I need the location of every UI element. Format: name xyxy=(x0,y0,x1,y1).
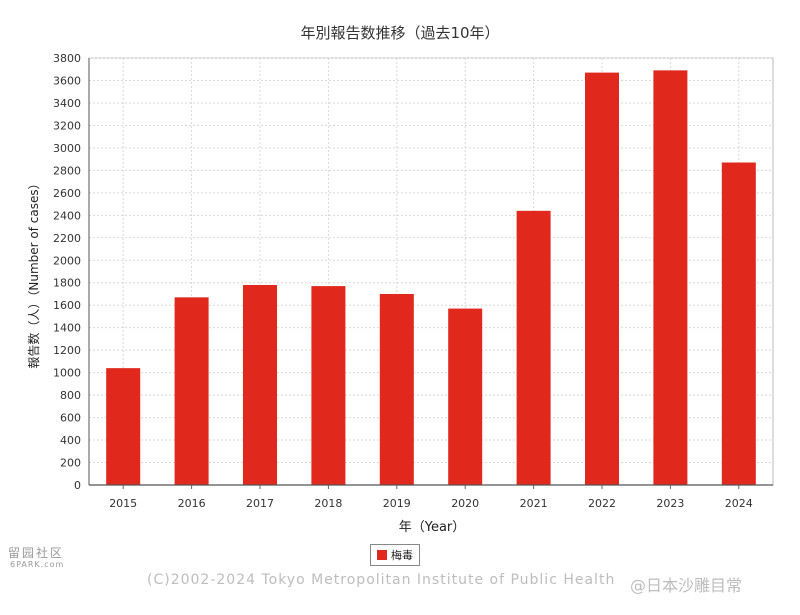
y-tick-label: 1800 xyxy=(53,277,81,290)
bar xyxy=(448,308,483,485)
x-tick-label: 2019 xyxy=(383,497,411,510)
y-tick-label: 2000 xyxy=(53,254,81,267)
x-tick-label: 2018 xyxy=(314,497,342,510)
x-tick-label: 2024 xyxy=(725,497,753,510)
watermark-account: @日本沙雕目常 xyxy=(630,576,743,595)
y-tick-label: 0 xyxy=(74,479,81,492)
x-tick-label: 2021 xyxy=(520,497,548,510)
y-tick-label: 1400 xyxy=(53,322,81,335)
y-tick-label: 3600 xyxy=(53,74,81,87)
y-tick-label: 2600 xyxy=(53,187,81,200)
axes xyxy=(88,58,773,489)
y-tick-label: 1600 xyxy=(53,299,81,312)
y-tick-label: 3200 xyxy=(53,119,81,132)
x-axis-label: 年（Year） xyxy=(399,520,466,535)
bar xyxy=(516,210,551,486)
y-tick-label: 2400 xyxy=(53,209,81,222)
y-tick-label: 600 xyxy=(60,412,81,425)
bar xyxy=(585,72,619,485)
watermark-site-url: 6PARK.com xyxy=(10,560,65,569)
y-tick-label: 2200 xyxy=(53,232,81,245)
y-tick-label: 400 xyxy=(60,434,81,447)
y-tick-label: 2800 xyxy=(53,164,81,177)
y-tick-label: 200 xyxy=(60,457,81,470)
legend: 梅毒 xyxy=(370,544,420,566)
legend-swatch xyxy=(377,550,387,560)
legend-label: 梅毒 xyxy=(391,549,413,562)
y-tick-label: 3400 xyxy=(53,97,81,110)
bar xyxy=(653,70,688,485)
x-tick-label: 2016 xyxy=(178,497,206,510)
bar xyxy=(311,286,346,485)
y-tick-label: 800 xyxy=(60,389,81,402)
x-tick-label: 2017 xyxy=(246,497,274,510)
bars xyxy=(106,70,756,486)
x-tick-labels: 2015 2016 2017 2018 2019 2020 2021 2022 2023 2024 xyxy=(109,497,753,510)
bar xyxy=(243,284,277,485)
y-tick-label: 3800 xyxy=(53,52,81,65)
y-axis-label: 報告数（人）（Number of cases） xyxy=(26,177,41,368)
watermark-site-name: 留园社区 xyxy=(8,546,65,560)
chart-title: 年別報告数推移（過去10年） xyxy=(300,24,500,42)
y-tick-label: 3000 xyxy=(53,142,81,155)
copyright-notice: (C)2002-2024 Tokyo Metropolitan Institut… xyxy=(147,572,616,588)
y-tick-label: 1200 xyxy=(53,344,81,357)
x-tick-label: 2023 xyxy=(656,497,684,510)
y-tick-labels: 0 200 400 600 800 1000 1200 1400 1600 1800 2000 220… xyxy=(53,52,81,492)
bar xyxy=(106,368,141,485)
x-tick-label: 2022 xyxy=(588,497,616,510)
bar xyxy=(379,293,414,485)
bar xyxy=(174,297,209,485)
x-tick-label: 2020 xyxy=(451,497,479,510)
x-tick-label: 2015 xyxy=(109,497,137,510)
bar xyxy=(721,162,756,485)
y-tick-label: 1000 xyxy=(53,367,81,380)
